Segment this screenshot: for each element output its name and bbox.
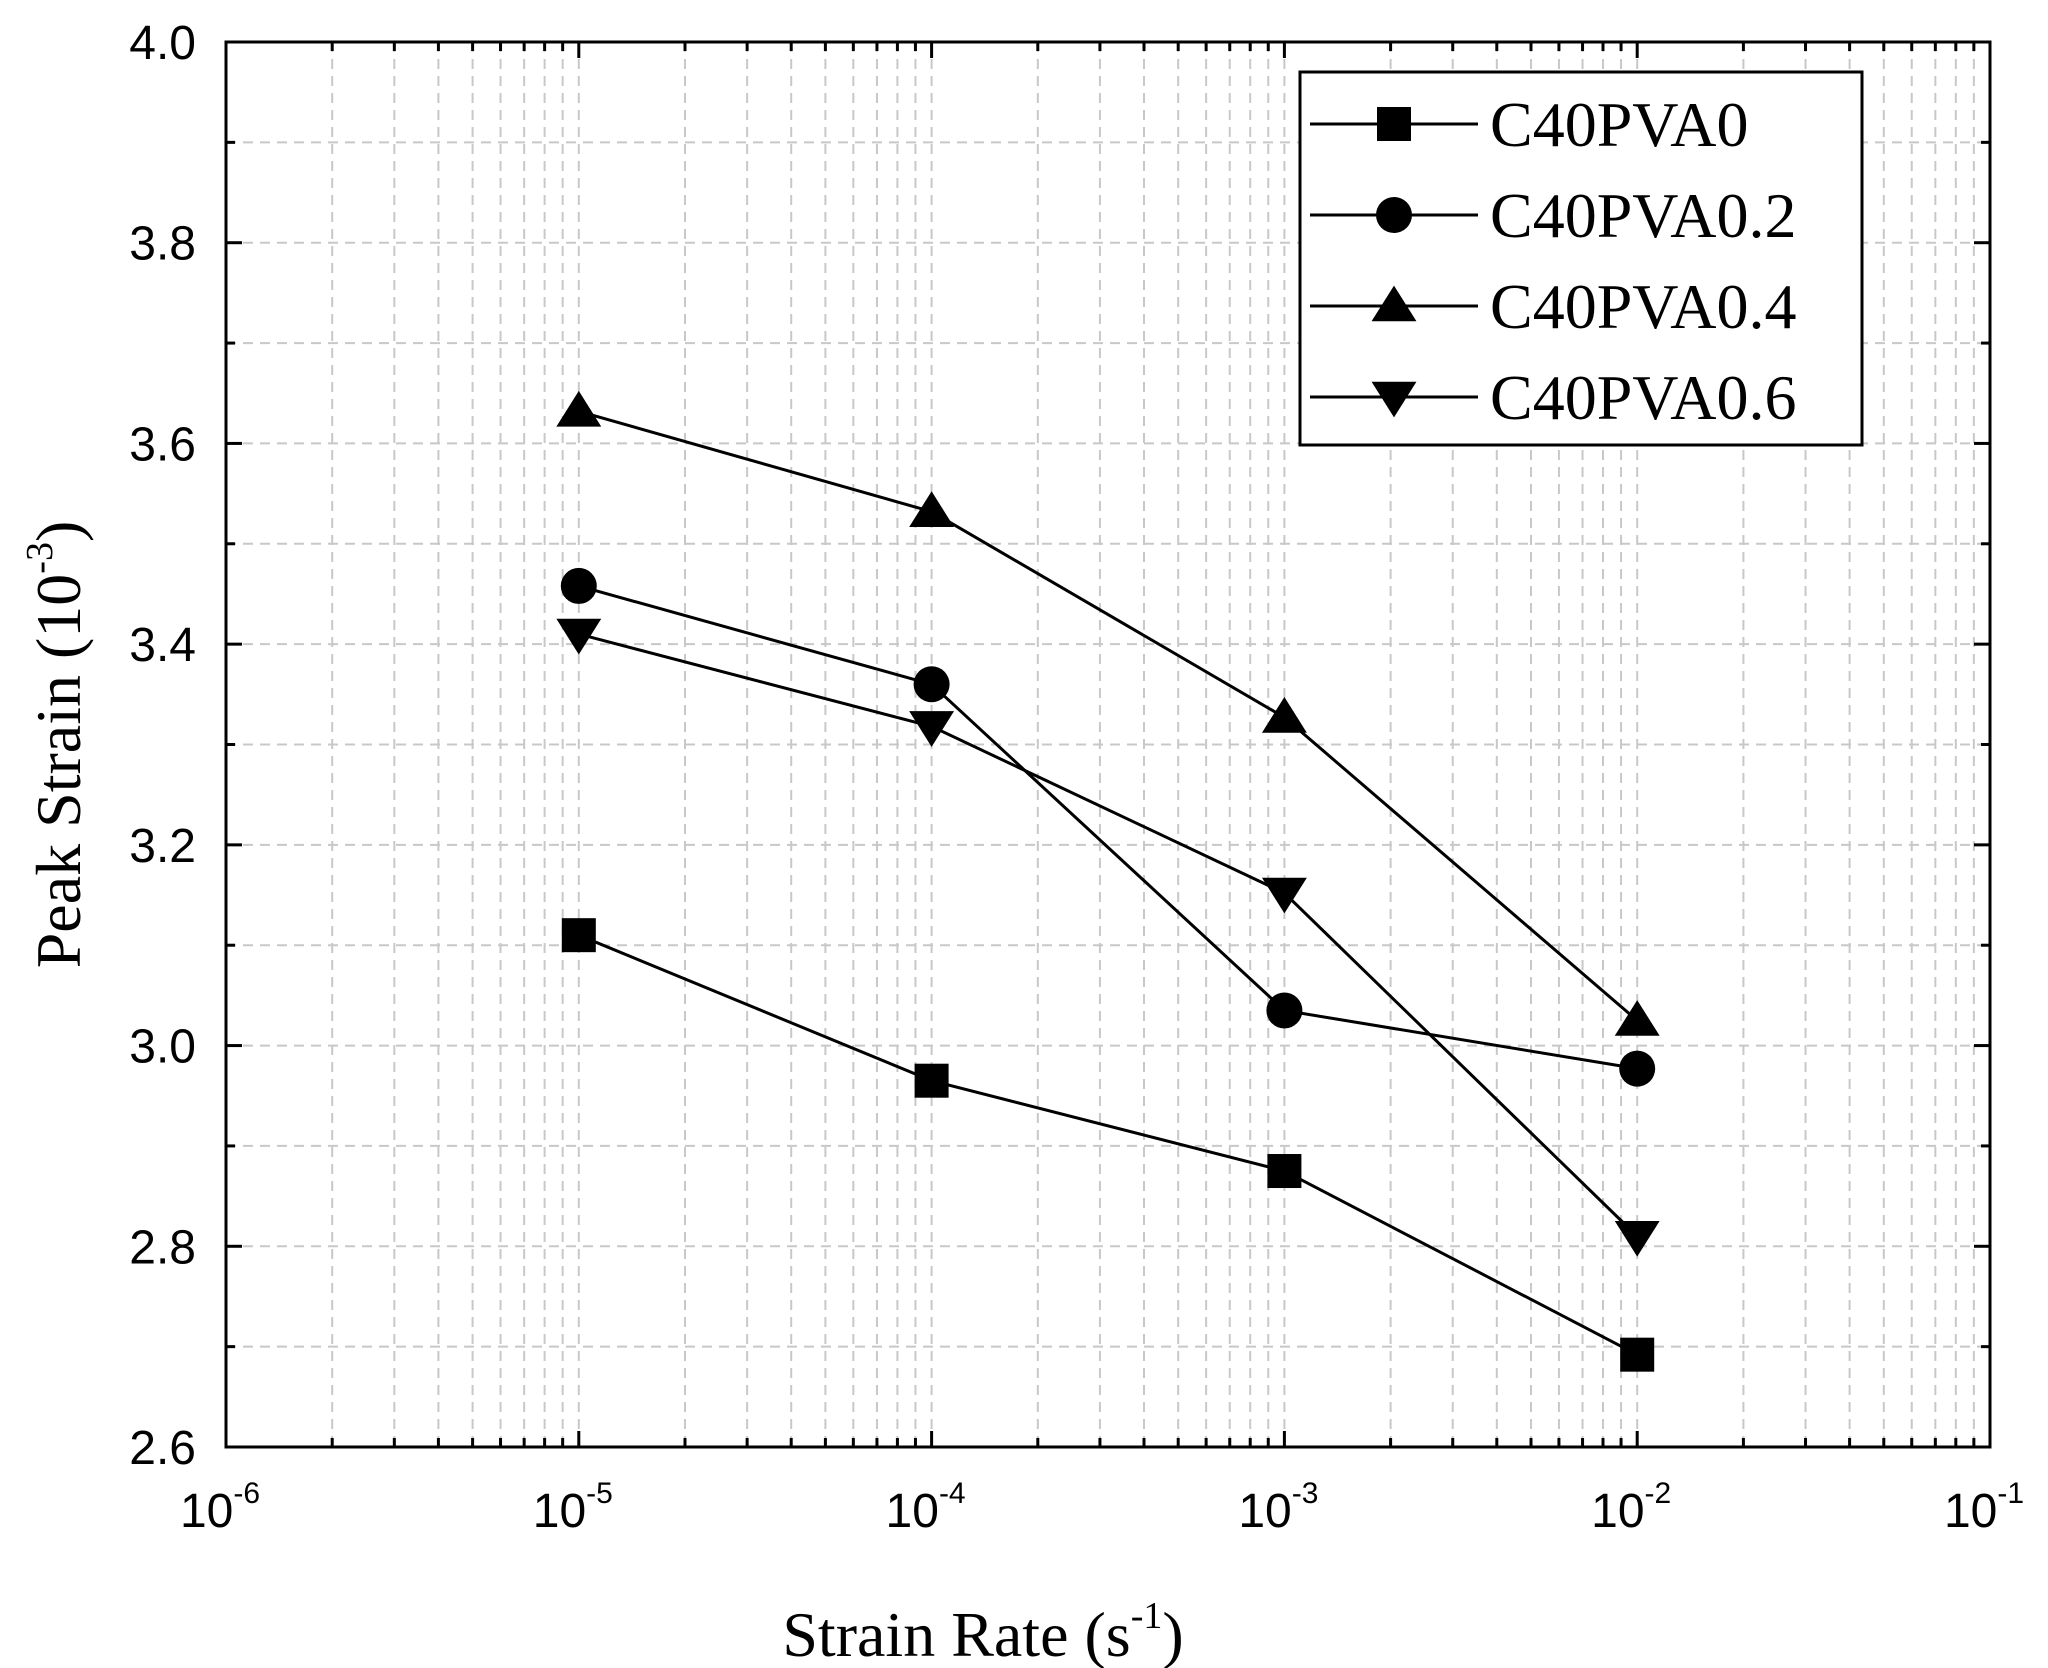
y-tick-label: 4.0 bbox=[129, 17, 196, 70]
data-point-c40pva0-2 bbox=[1619, 1050, 1656, 1087]
y-axis-title: Peak Strain (10-3) bbox=[19, 521, 94, 969]
series-layer bbox=[556, 390, 1660, 1372]
data-point-c40pva0-6 bbox=[1261, 877, 1307, 914]
series-c40pva0-6 bbox=[556, 618, 1660, 1257]
legend: C40PVA0 C40PVA0.2 C40PVA0.4 C40PVA0.6 bbox=[1298, 70, 1864, 447]
y-tick-label: 3.4 bbox=[129, 619, 196, 672]
axes: 10-6 10-5 10-4 10-3 10-2 10-1 2.6 2.8 3.0 3.2 3.4 3… bbox=[129, 17, 2024, 1538]
legend-label: C40PVA0.2 bbox=[1490, 180, 1796, 251]
data-point-c40pva0-2 bbox=[560, 567, 597, 604]
x-tick-label: 10-6 bbox=[180, 1477, 260, 1538]
data-point-c40pva0-4 bbox=[909, 491, 955, 527]
data-point-c40pva0-4 bbox=[556, 390, 602, 427]
axis-titles: Strain Rate (s-1) Peak Strain (10-3) bbox=[19, 521, 1184, 1668]
y-tick-label: 3.0 bbox=[129, 1021, 196, 1074]
data-point-c40pva0-4 bbox=[1261, 697, 1307, 733]
legend-label: C40PVA0.6 bbox=[1490, 362, 1796, 433]
legend-item-c40pva0-4: C40PVA0.4 bbox=[1310, 271, 1796, 342]
series-c40pva0-2 bbox=[560, 567, 1656, 1087]
x-tick-label: 10-3 bbox=[1238, 1477, 1318, 1538]
legend-marker bbox=[1376, 197, 1412, 233]
data-point-c40pva0-2 bbox=[913, 666, 950, 703]
series-line-c40pva0-2 bbox=[578, 584, 1638, 1071]
legend-label: C40PVA0 bbox=[1490, 89, 1748, 160]
x-tick-label: 10-1 bbox=[1944, 1477, 2024, 1538]
series-line-c40pva0 bbox=[578, 933, 1638, 1357]
y-tick-label: 3.2 bbox=[129, 820, 196, 873]
legend-marker bbox=[1371, 381, 1417, 418]
legend-item-c40pva0: C40PVA0 bbox=[1310, 89, 1748, 160]
data-point-c40pva0 bbox=[561, 918, 596, 953]
legend-item-c40pva0-6: C40PVA0.6 bbox=[1310, 362, 1796, 433]
series-c40pva0 bbox=[561, 918, 1655, 1372]
x-tick-label: 10-4 bbox=[886, 1477, 966, 1538]
series-line-c40pva0-4 bbox=[578, 409, 1639, 1022]
data-point-c40pva0-6 bbox=[1614, 1220, 1660, 1257]
data-point-c40pva0-4 bbox=[1614, 1000, 1660, 1036]
data-point-c40pva0-6 bbox=[909, 711, 955, 747]
x-axis-title: Strain Rate (s-1) bbox=[782, 1595, 1183, 1668]
data-point-c40pva0-6 bbox=[556, 618, 602, 655]
y-tick-label: 3.8 bbox=[129, 218, 196, 271]
data-point-c40pva0 bbox=[1620, 1337, 1655, 1372]
legend-marker bbox=[1377, 107, 1411, 141]
legend-label: C40PVA0.4 bbox=[1490, 271, 1796, 342]
x-tick-label: 10-5 bbox=[533, 1477, 613, 1538]
legend-item-c40pva0-2: C40PVA0.2 bbox=[1310, 180, 1796, 251]
y-tick-label: 2.6 bbox=[129, 1422, 196, 1475]
legend-marker bbox=[1371, 285, 1417, 322]
data-point-c40pva0 bbox=[914, 1063, 949, 1098]
data-point-c40pva0 bbox=[1267, 1154, 1302, 1189]
y-tick-label: 2.8 bbox=[129, 1221, 196, 1274]
series-c40pva0-4 bbox=[556, 390, 1660, 1036]
x-tick-label: 10-2 bbox=[1591, 1477, 1671, 1538]
y-tick-label: 3.6 bbox=[129, 418, 196, 471]
data-point-c40pva0-2 bbox=[1266, 992, 1303, 1029]
series-line-c40pva0-6 bbox=[578, 632, 1639, 1238]
